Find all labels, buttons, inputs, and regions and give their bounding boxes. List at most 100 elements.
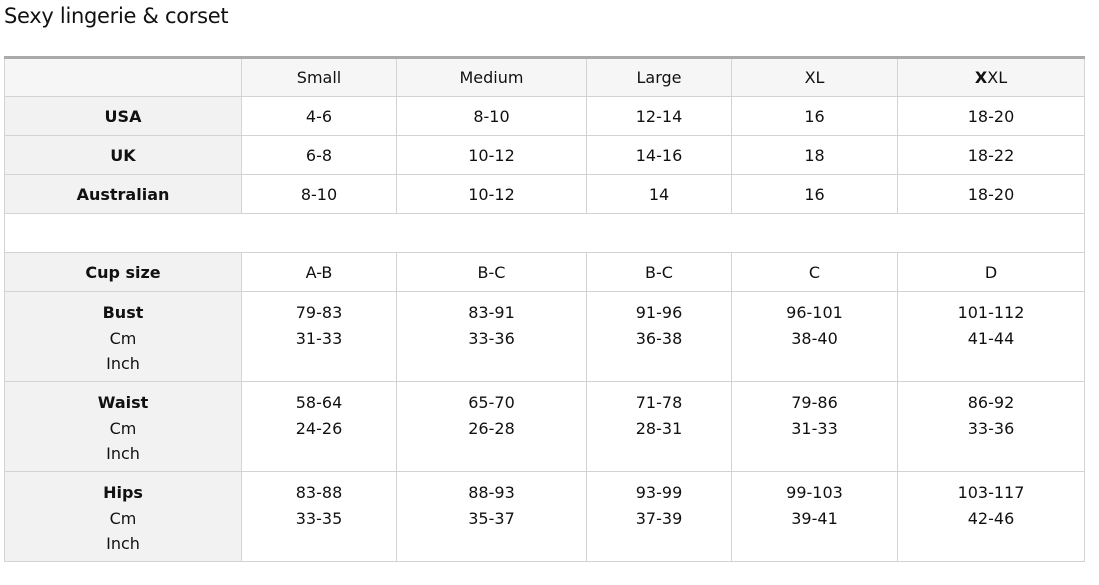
table-cell: 4-6 [241,96,397,136]
table-cell: 10-12 [396,135,587,175]
inch-value: 36-38 [635,328,683,348]
unit-label: Inch [106,354,140,373]
header-xxl-rest: XL [987,68,1008,87]
row-label-cell: Hips Cm Inch [4,471,242,562]
cm-value: 96-101 [786,303,843,322]
table-cell: 8-10 [396,96,587,136]
header-xxl: XXL [897,57,1085,97]
inch-value: 33-36 [967,418,1015,438]
table-cell: 99-103 39-41 [731,471,898,562]
cm-value: 91-96 [635,303,683,322]
table-cell: 58-64 24-26 [241,381,397,472]
row-label-cell: Bust Cm Inch [4,291,242,382]
table-cell: 79-83 31-33 [241,291,397,382]
table-cell: 14-16 [586,135,732,175]
measurement-row: Waist Cm Inch 58-64 24-26 65-70 26-28 71-78 28-3… [4,381,1085,472]
table-cell: 83-88 33-35 [241,471,397,562]
inch-value: 24-26 [295,418,343,438]
inch-value: 31-33 [295,328,343,348]
row-label: UK [110,145,136,165]
row-label: Cup size [85,262,161,282]
cm-value: 86-92 [967,393,1015,412]
table-cell: 103-117 42-46 [897,471,1085,562]
table-cell: 79-86 31-33 [731,381,898,472]
page-title: Sexy lingerie & corset [4,4,229,28]
cm-value: 65-70 [468,393,515,412]
size-row: USA 4-6 8-10 12-14 16 18-20 [4,96,1085,136]
unit-label: Inch [106,444,140,463]
table-cell: 18-22 [897,135,1085,175]
row-label-cell: Waist Cm Inch [4,381,242,472]
inch-value: 28-31 [635,418,683,438]
measurement-row: Bust Cm Inch 79-83 31-33 83-91 33-36 91-96 36-38… [4,291,1085,382]
cup-value: C [808,262,821,282]
table-cell: 12-14 [586,96,732,136]
table-cell: 8-10 [241,174,397,214]
size-value: 18-22 [967,145,1015,165]
row-label: Bust [102,303,144,322]
size-value: 14 [648,184,670,204]
size-value: 18 [804,145,825,165]
cm-value: 79-83 [295,303,343,322]
table-cell: 83-91 33-36 [396,291,587,382]
table-cell: A-B [241,252,397,292]
table-cell: 18-20 [897,174,1085,214]
row-label: Australian [76,184,170,204]
table-cell: 18 [731,135,898,175]
size-value: 18-20 [967,184,1015,204]
header-medium: Medium [396,57,587,97]
table-cell: 71-78 28-31 [586,381,732,472]
size-value: 18-20 [967,106,1015,126]
header-large: Large [586,57,732,97]
table-cell: 96-101 38-40 [731,291,898,382]
cm-value: 83-91 [468,303,515,322]
cm-value: 79-86 [791,393,838,412]
cup-size-row: Cup size A-B B-C B-C C D [4,252,1085,292]
size-value: 10-12 [468,184,515,204]
row-label-cell: USA [4,96,242,136]
table-cell: 101-112 41-44 [897,291,1085,382]
header-small: Small [241,57,397,97]
table-cell: 10-12 [396,174,587,214]
inch-value: 38-40 [791,328,838,348]
header-xxl-bold: X [974,68,988,87]
cm-value: 71-78 [635,393,683,412]
size-value: 12-14 [635,106,683,126]
size-value: 6-8 [305,145,333,165]
table-cell: 16 [731,96,898,136]
cup-value: D [984,262,998,282]
header-corner [4,57,242,97]
size-row: UK 6-8 10-12 14-16 18 18-22 [4,135,1085,175]
size-value: 4-6 [305,106,333,126]
size-value: 8-10 [300,184,338,204]
table-cell: 86-92 33-36 [897,381,1085,472]
cup-value: B-C [477,262,506,282]
spacer-cell [4,213,1085,253]
cm-value: 83-88 [295,483,343,502]
table-cell: C [731,252,898,292]
unit-label: Inch [106,534,140,553]
header-xl: XL [731,57,898,97]
row-label: Waist [97,393,149,412]
inch-value: 26-28 [468,418,515,438]
table-cell: 14 [586,174,732,214]
inch-value: 39-41 [791,508,838,528]
unit-label: Cm [109,508,137,528]
cup-value: B-C [645,262,673,282]
table-cell: B-C [586,252,732,292]
row-label-cell: Cup size [4,252,242,292]
size-chart-table: Small Medium Large XL XXL USA 4-6 8-10 12-1… [4,56,1085,562]
table-cell: B-C [396,252,587,292]
size-value: 14-16 [635,145,683,165]
table-cell: 18-20 [897,96,1085,136]
inch-value: 42-46 [967,508,1015,528]
table-cell: 6-8 [241,135,397,175]
spacer-row [4,213,1085,253]
size-row: Australian 8-10 10-12 14 16 18-20 [4,174,1085,214]
row-label-cell: Australian [4,174,242,214]
cm-value: 58-64 [295,393,343,412]
size-value: 10-12 [468,145,515,165]
cup-value: A-B [305,262,333,282]
table-cell: 93-99 37-39 [586,471,732,562]
inch-value: 41-44 [967,328,1015,348]
